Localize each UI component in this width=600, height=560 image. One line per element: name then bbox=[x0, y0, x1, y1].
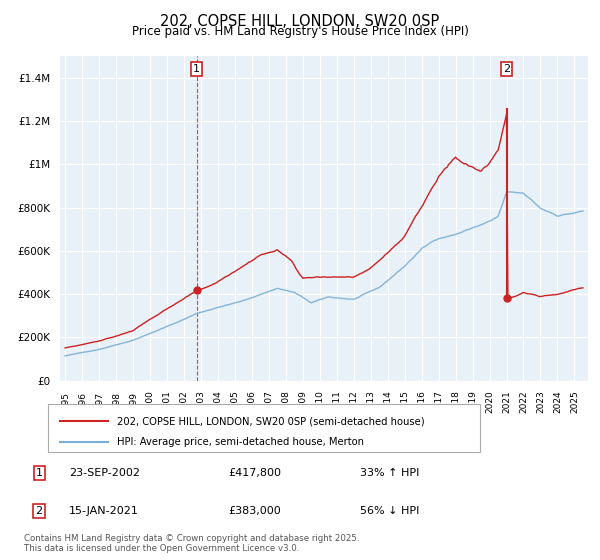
Text: Price paid vs. HM Land Registry's House Price Index (HPI): Price paid vs. HM Land Registry's House … bbox=[131, 25, 469, 38]
Text: HPI: Average price, semi-detached house, Merton: HPI: Average price, semi-detached house,… bbox=[117, 437, 364, 447]
Text: Contains HM Land Registry data © Crown copyright and database right 2025.
This d: Contains HM Land Registry data © Crown c… bbox=[24, 534, 359, 553]
Text: 202, COPSE HILL, LONDON, SW20 0SP (semi-detached house): 202, COPSE HILL, LONDON, SW20 0SP (semi-… bbox=[117, 416, 425, 426]
Text: 1: 1 bbox=[35, 468, 43, 478]
Text: 33% ↑ HPI: 33% ↑ HPI bbox=[360, 468, 419, 478]
Text: 2: 2 bbox=[503, 64, 510, 74]
Text: 2: 2 bbox=[35, 506, 43, 516]
Text: 56% ↓ HPI: 56% ↓ HPI bbox=[360, 506, 419, 516]
Text: 202, COPSE HILL, LONDON, SW20 0SP: 202, COPSE HILL, LONDON, SW20 0SP bbox=[160, 14, 440, 29]
Text: 23-SEP-2002: 23-SEP-2002 bbox=[69, 468, 140, 478]
Text: 15-JAN-2021: 15-JAN-2021 bbox=[69, 506, 139, 516]
Text: 1: 1 bbox=[193, 64, 200, 74]
FancyBboxPatch shape bbox=[48, 404, 480, 452]
Text: £417,800: £417,800 bbox=[228, 468, 281, 478]
Text: £383,000: £383,000 bbox=[228, 506, 281, 516]
